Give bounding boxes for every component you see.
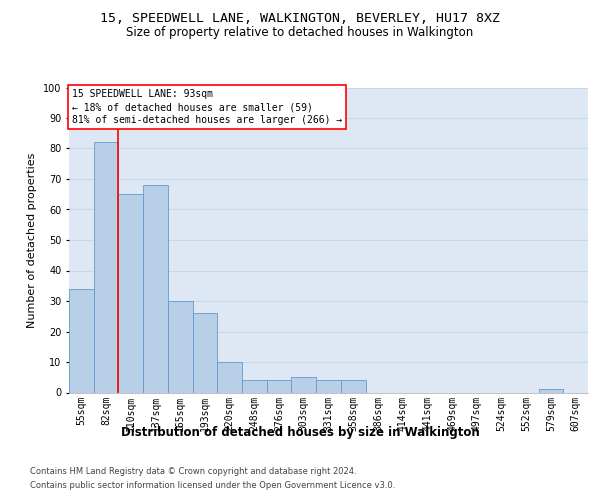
Text: Contains HM Land Registry data © Crown copyright and database right 2024.: Contains HM Land Registry data © Crown c… (30, 467, 356, 476)
Bar (69, 289, 94, 393)
Bar (193, 313, 217, 392)
Bar (94, 142, 118, 392)
Bar (341, 380, 365, 392)
Text: 15, SPEEDWELL LANE, WALKINGTON, BEVERLEY, HU17 8XZ: 15, SPEEDWELL LANE, WALKINGTON, BEVERLEY… (100, 12, 500, 26)
Bar (316, 380, 341, 392)
Bar (118, 194, 143, 392)
Y-axis label: Number of detached properties: Number of detached properties (28, 152, 37, 328)
Text: Size of property relative to detached houses in Walkington: Size of property relative to detached ho… (127, 26, 473, 39)
Bar (267, 380, 292, 392)
Bar (217, 362, 242, 392)
Bar (168, 301, 193, 392)
Bar (539, 390, 563, 392)
Text: 15 SPEEDWELL LANE: 93sqm
← 18% of detached houses are smaller (59)
81% of semi-d: 15 SPEEDWELL LANE: 93sqm ← 18% of detach… (71, 89, 342, 126)
Text: Distribution of detached houses by size in Walkington: Distribution of detached houses by size … (121, 426, 479, 439)
Text: Contains public sector information licensed under the Open Government Licence v3: Contains public sector information licen… (30, 481, 395, 490)
Bar (242, 380, 267, 392)
Bar (292, 377, 316, 392)
Bar (143, 185, 168, 392)
